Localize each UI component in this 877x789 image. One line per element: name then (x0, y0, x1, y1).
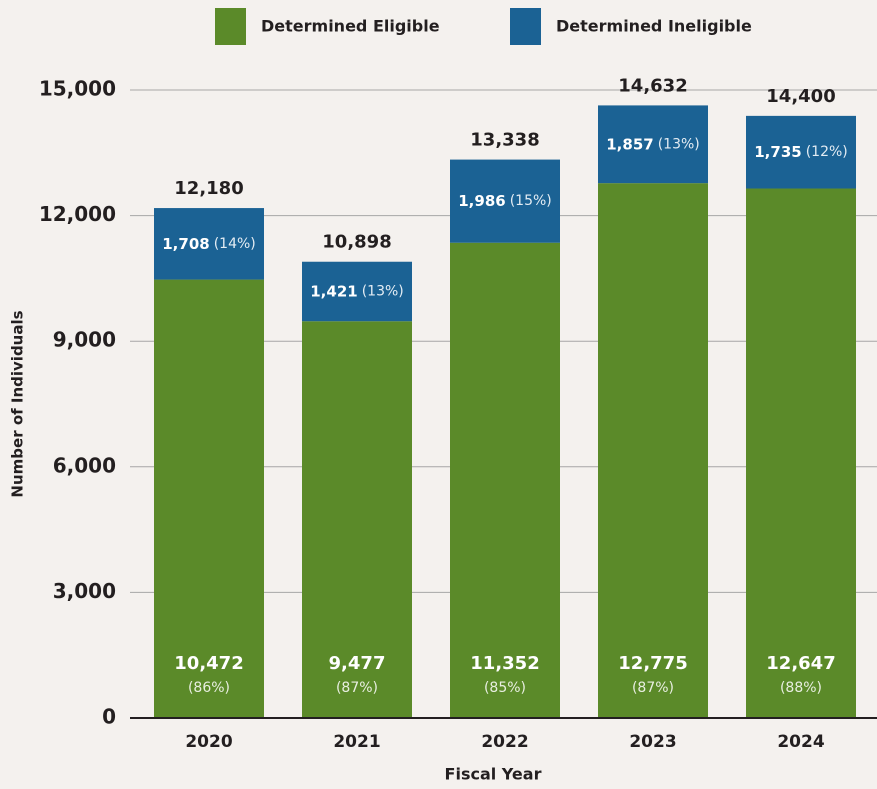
percent-label: (13%) (658, 136, 700, 152)
percent-label: (85%) (484, 680, 526, 696)
y-tick-label: 9,000 (53, 328, 116, 352)
y-tick-label: 0 (102, 705, 116, 729)
bar-segment (746, 188, 856, 718)
x-tick-label: 2021 (333, 732, 380, 752)
legend-swatch (215, 8, 246, 45)
total-label: 14,400 (766, 86, 835, 107)
percent-label: (87%) (632, 680, 674, 696)
bar-segment (598, 183, 708, 719)
percent-label: (12%) (806, 144, 848, 160)
legend-label: Determined Eligible (261, 17, 440, 36)
total-label: 14,632 (618, 75, 687, 96)
total-label: 13,338 (470, 130, 539, 151)
x-tick-label: 2022 (481, 732, 528, 752)
value-label: 1,986 (458, 192, 505, 210)
y-axis-title: Number of Individuals (9, 310, 27, 497)
value-label: 9,477 (329, 653, 386, 674)
legend-swatch (510, 8, 541, 45)
percent-label: (87%) (336, 680, 378, 696)
value-label: 11,352 (470, 653, 539, 674)
bar-segment (598, 105, 708, 184)
percent-label: (15%) (510, 193, 552, 209)
bar-segment (450, 242, 560, 718)
value-label: 1,735 (754, 143, 801, 161)
segment-label: 1,857 (13%) (606, 135, 700, 153)
total-label: 10,898 (322, 232, 391, 253)
percent-label: (86%) (188, 680, 230, 696)
x-axis-title: Fiscal Year (445, 765, 542, 784)
bar-segment (154, 208, 264, 280)
segment-label: 1,708 (14%) (162, 234, 256, 252)
segment-label: 1,421 (13%) (310, 282, 404, 300)
value-label: 12,775 (618, 653, 687, 674)
total-label: 12,180 (174, 178, 243, 199)
value-label: 10,472 (174, 653, 243, 674)
percent-label: (88%) (780, 680, 822, 696)
percent-label: (13%) (362, 283, 404, 299)
bar-segment (154, 279, 264, 718)
y-tick-label: 15,000 (39, 77, 116, 101)
value-label: 12,647 (766, 653, 835, 674)
percent-label: (14%) (214, 236, 256, 252)
y-tick-label: 12,000 (39, 202, 116, 226)
value-label: 1,421 (310, 282, 357, 300)
segment-label: 1,986 (15%) (458, 192, 552, 210)
legend-label: Determined Ineligible (556, 17, 752, 36)
bar-segment (450, 159, 560, 243)
value-label: 1,708 (162, 234, 209, 252)
x-tick-label: 2020 (185, 732, 232, 752)
y-tick-label: 3,000 (53, 579, 116, 603)
bar-segment (746, 115, 856, 189)
bar-segment (302, 321, 412, 718)
x-tick-label: 2023 (629, 732, 676, 752)
x-tick-label: 2024 (777, 732, 824, 752)
segment-label: 1,735 (12%) (754, 143, 848, 161)
bar-segment (302, 261, 412, 322)
value-label: 1,857 (606, 135, 653, 153)
y-tick-label: 6,000 (53, 453, 116, 477)
